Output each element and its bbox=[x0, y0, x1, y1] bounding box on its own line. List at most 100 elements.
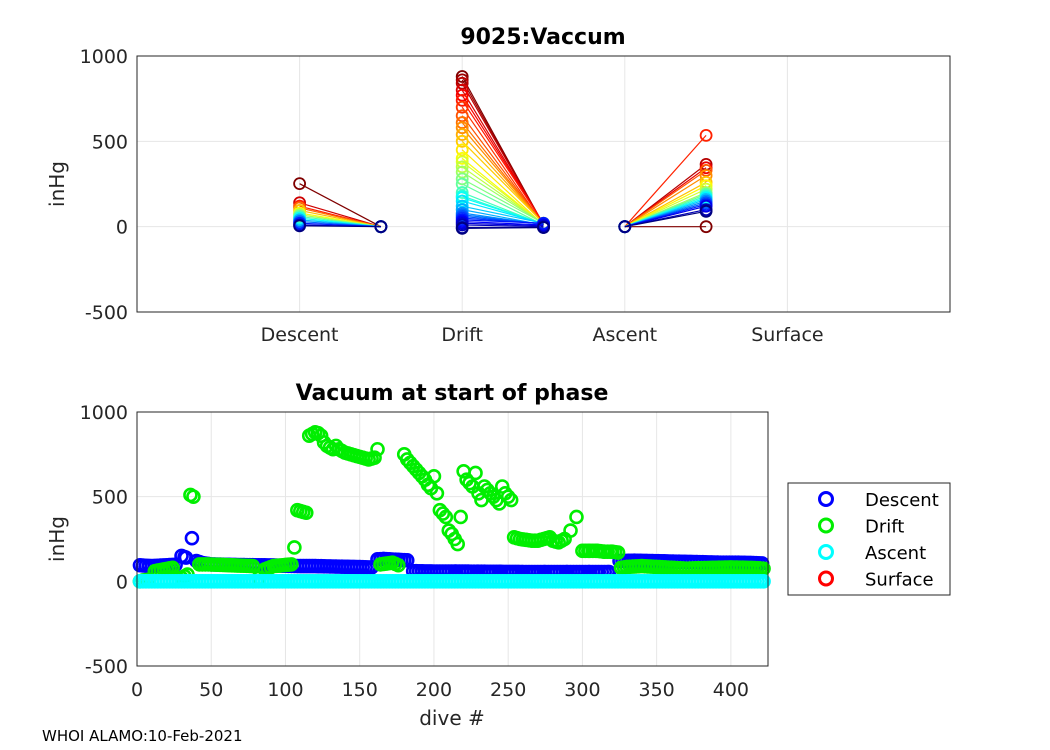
top-phase-line bbox=[461, 149, 544, 226]
top-phase-line bbox=[462, 224, 544, 228]
bottom-x-axis-label: dive # bbox=[419, 706, 485, 730]
top-start-marker bbox=[455, 88, 469, 102]
bottom-x-tick-label: 50 bbox=[199, 679, 223, 701]
top-end-marker bbox=[699, 163, 713, 177]
top-start-marker bbox=[455, 93, 469, 107]
bottom-y-tick-label: 500 bbox=[92, 487, 128, 509]
top-y-tick-label: -500 bbox=[85, 302, 128, 324]
top-phase-line bbox=[624, 169, 707, 228]
legend-box bbox=[787, 482, 951, 596]
top-phase-line bbox=[462, 222, 544, 227]
top-phase-line bbox=[462, 226, 544, 229]
legend-marker-surface bbox=[818, 570, 834, 587]
top-end-marker bbox=[699, 220, 713, 234]
legend-label-descent: Descent bbox=[865, 490, 939, 511]
scatter-point-drift bbox=[563, 523, 578, 538]
scatter-point-drift bbox=[186, 489, 201, 504]
scatter-point-drift bbox=[367, 450, 382, 466]
top-start-marker bbox=[455, 109, 469, 123]
scatter-point-drift bbox=[391, 557, 406, 573]
top-phase-line bbox=[624, 210, 707, 228]
top-y-axis-label: inHg bbox=[45, 161, 69, 207]
scatter-point-drift bbox=[453, 509, 468, 525]
scatter-point-drift bbox=[435, 506, 451, 521]
bottom-y-tick-label: 0 bbox=[116, 571, 128, 593]
legend: Descent Drift Ascent Surface bbox=[787, 482, 951, 596]
top-x-tick-label: Surface bbox=[751, 324, 823, 346]
top-phase-line bbox=[461, 140, 544, 224]
top-start-marker bbox=[455, 128, 469, 141]
top-start-marker bbox=[455, 76, 469, 90]
legend-marker-descent bbox=[818, 491, 834, 507]
top-plot-frame bbox=[136, 55, 951, 313]
top-end-marker bbox=[699, 128, 713, 142]
legend-label-surface: Surface bbox=[865, 570, 934, 591]
top-start-marker bbox=[455, 121, 469, 135]
top-end-marker bbox=[374, 220, 388, 234]
top-y-tick-label: 500 bbox=[92, 131, 128, 153]
top-start-marker bbox=[455, 172, 469, 186]
scatter-point-drift bbox=[610, 545, 626, 560]
top-phase-line bbox=[461, 134, 544, 224]
scatter-point-descent bbox=[184, 530, 200, 546]
bottom-x-tick-label: 0 bbox=[131, 679, 143, 701]
scatter-point-drift bbox=[569, 509, 584, 525]
top-end-marker bbox=[537, 221, 550, 234]
bottom-plot-frame bbox=[136, 411, 769, 667]
bottom-x-tick-label: 300 bbox=[564, 679, 600, 701]
bottom-x-tick-label: 350 bbox=[639, 679, 675, 701]
scatter-point-drift bbox=[450, 536, 465, 552]
top-x-tick-labels: Descent Drift Ascent Surface bbox=[261, 324, 824, 346]
bottom-chart-title: Vacuum at start of phase bbox=[296, 381, 609, 406]
top-start-marker bbox=[455, 221, 469, 235]
top-x-tick-label: Drift bbox=[441, 324, 483, 346]
scatter-point-drift bbox=[500, 489, 516, 504]
scatter-point-drift bbox=[426, 469, 442, 484]
top-start-marker bbox=[455, 165, 469, 179]
bottom-y-tick-label: -500 bbox=[85, 656, 128, 678]
top-phase-line bbox=[299, 225, 381, 228]
top-phase-line bbox=[461, 171, 544, 225]
top-phase-line bbox=[299, 183, 382, 228]
bottom-x-tick-label: 150 bbox=[342, 679, 378, 701]
top-y-tick-label: 1000 bbox=[80, 46, 128, 68]
top-x-tick-label: Ascent bbox=[593, 324, 658, 346]
scatter-point-drift bbox=[468, 465, 483, 481]
scatter-point-drift bbox=[287, 540, 302, 555]
top-start-marker bbox=[455, 134, 469, 148]
legend-label-drift: Drift bbox=[865, 517, 904, 538]
top-start-marker bbox=[293, 219, 307, 233]
top-plot: -500 0 500 1000 Descent Drift Ascent Surface 9… bbox=[45, 25, 951, 346]
top-phase-line bbox=[461, 106, 544, 226]
scatter-point-drift bbox=[165, 560, 180, 576]
top-y-tick-labels: -500 0 500 1000 bbox=[80, 46, 128, 324]
scatter-point-drift bbox=[284, 557, 299, 572]
top-end-marker bbox=[699, 204, 713, 218]
scatter-point-drift bbox=[298, 505, 314, 521]
top-end-marker bbox=[699, 199, 713, 213]
top-y-tick-label: 0 bbox=[116, 217, 128, 239]
top-start-marker bbox=[455, 177, 469, 191]
top-start-marker bbox=[455, 143, 469, 157]
top-phase-line bbox=[462, 219, 544, 224]
top-start-marker bbox=[293, 177, 307, 191]
bottom-x-tick-label: 400 bbox=[713, 679, 749, 701]
top-phase-line bbox=[462, 220, 544, 226]
top-lines bbox=[299, 76, 707, 229]
top-plot-area bbox=[137, 56, 950, 312]
scatter-point-drift bbox=[370, 441, 385, 457]
scatter-point-drift bbox=[503, 492, 519, 508]
legend-marker-drift bbox=[818, 517, 834, 534]
top-markers bbox=[293, 70, 713, 235]
bottom-x-tick-label: 200 bbox=[416, 679, 452, 701]
bottom-x-tick-label: 250 bbox=[490, 679, 526, 701]
legend-marker-ascent bbox=[818, 544, 834, 560]
bottom-y-tick-label: 1000 bbox=[80, 402, 128, 424]
bottom-y-tick-labels: -500 0 500 1000 bbox=[80, 402, 128, 678]
footer-note: WHOI ALAMO:10-Feb-2021 bbox=[42, 727, 243, 745]
top-phase-line bbox=[462, 205, 544, 224]
top-phase-line bbox=[461, 178, 544, 224]
bottom-y-axis-label: inHg bbox=[45, 516, 69, 562]
